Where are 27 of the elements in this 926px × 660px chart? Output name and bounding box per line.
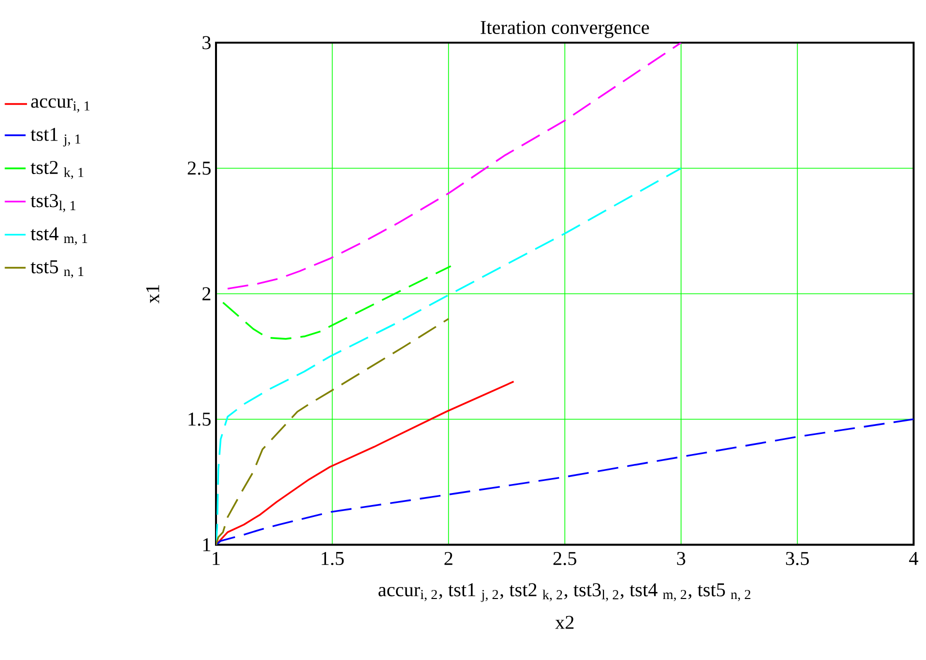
- x-tick-label: 2: [444, 552, 452, 565]
- x-tick-label: 4: [909, 552, 918, 565]
- x-tick-label: 1: [212, 552, 220, 565]
- line-series: [222, 265, 452, 340]
- legend-label: tst3$_{l, 1}$: [30, 194, 76, 212]
- legend-label: tst5 $_{n, 1}$: [30, 260, 84, 278]
- y-tick-label: 1.5: [188, 412, 211, 426]
- x-tick-label: 2.5: [553, 552, 576, 566]
- y-tick-label: 3: [202, 36, 211, 50]
- legend-label: accur$_{i, 1}$: [31, 98, 90, 112]
- x-tick-label: 3: [677, 552, 686, 566]
- legend-label: tst4 $_{m, 1}$: [30, 227, 88, 245]
- x-axis-title: x2: [555, 616, 574, 629]
- chart-title: Iteration convergence: [480, 20, 649, 38]
- line-series: [226, 42, 682, 290]
- line-series: [216, 380, 514, 545]
- y-axis-title: x1: [146, 285, 160, 304]
- legend-label: tst1 $_{j, 1}$: [30, 128, 80, 146]
- x-tick-label: 1.5: [322, 552, 344, 566]
- y-tick-label: 1: [203, 538, 210, 552]
- y-tick-label: 2: [202, 287, 210, 300]
- text: accur$_{i, 2}$, tst1 $_{j, 2}$, tst2 $_{k, 2}$, tst3$_{l, 2}$, tst4 $_{m, 2}$, tst5 $_{n, 2}$: [378, 583, 750, 602]
- line-series: [216, 418, 914, 545]
- y-tick-label: 2.5: [188, 162, 211, 175]
- x-tick-label: 3.5: [786, 552, 809, 566]
- line-series: [216, 318, 450, 545]
- legend-label: tst2 $_{k, 1}$: [30, 160, 84, 179]
